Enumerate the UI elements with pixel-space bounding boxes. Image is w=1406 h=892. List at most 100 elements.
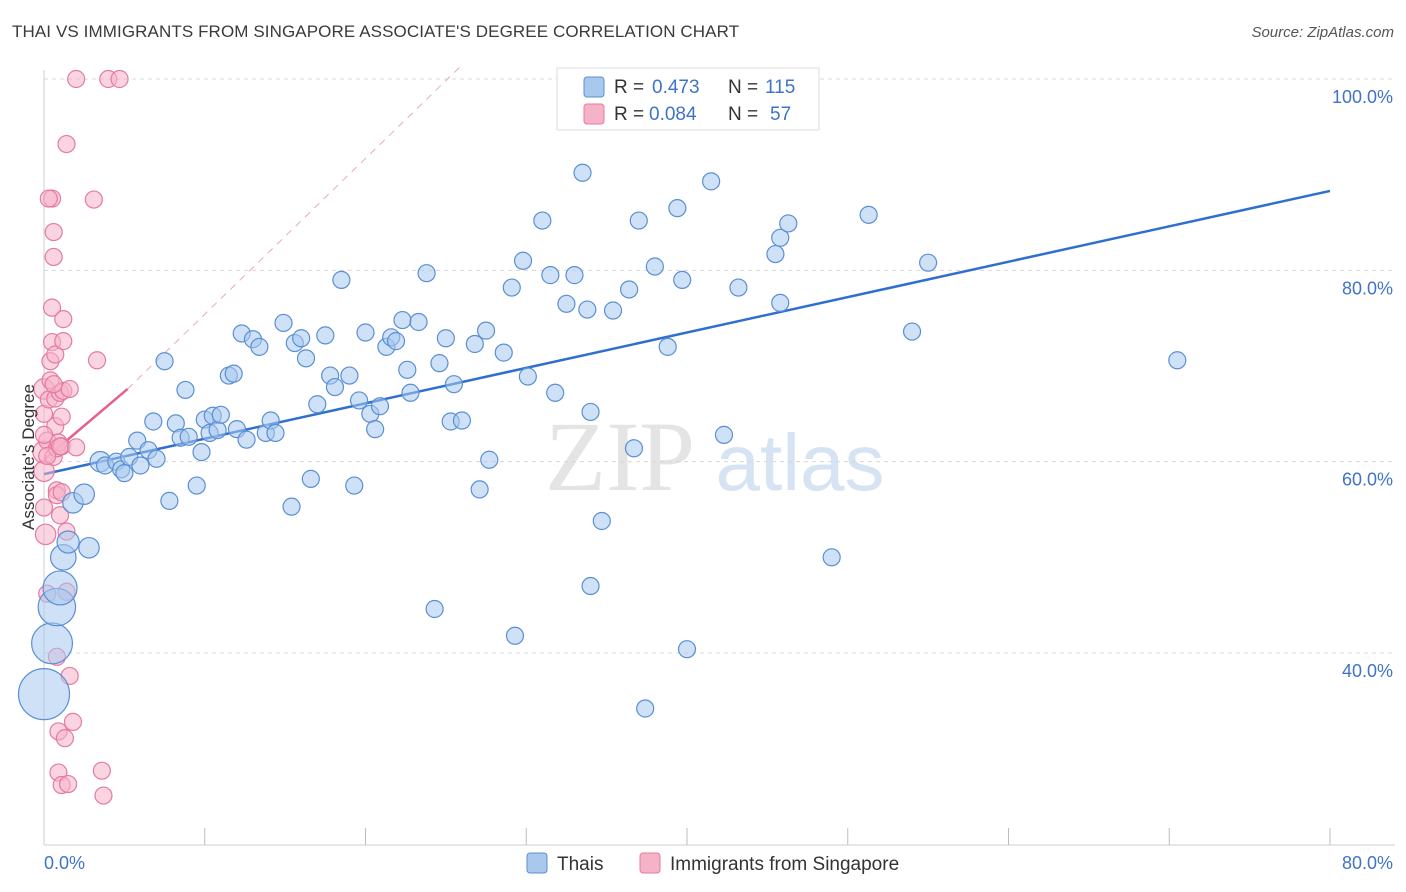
data-point-thais	[345, 476, 364, 495]
data-point-singapore	[39, 189, 58, 208]
data-point-thais	[620, 280, 639, 299]
data-point-thais	[573, 163, 592, 182]
y-axis-label: Associate's Degree	[19, 384, 38, 530]
data-point-thais	[131, 456, 150, 475]
data-point-thais	[56, 530, 80, 554]
data-point-thais	[349, 391, 369, 410]
legend-n-value-pink: 57	[770, 104, 791, 125]
y-tick-label: 60.0%	[1342, 470, 1393, 490]
data-point-thais	[417, 264, 436, 283]
data-point-singapore	[34, 425, 54, 444]
data-point-thais	[211, 405, 230, 424]
data-point-thais	[480, 450, 499, 469]
data-point-singapore	[50, 437, 70, 456]
trend-line-thais	[43, 189, 1331, 476]
data-point-thais	[147, 449, 166, 468]
data-point-thais	[658, 337, 677, 356]
data-point-thais	[629, 211, 648, 230]
watermark-zip: ZIP	[545, 401, 695, 512]
data-point-thais	[513, 251, 533, 270]
data-point-singapore	[67, 438, 86, 457]
data-point-thais	[340, 366, 359, 385]
data-point-singapore	[54, 310, 73, 329]
data-point-thais	[565, 266, 584, 285]
data-point-singapore	[110, 69, 129, 89]
data-point-thais	[465, 334, 484, 354]
legend-n-label-pink: N =	[728, 104, 758, 125]
data-point-thais	[766, 244, 785, 264]
data-point-thais	[541, 266, 560, 285]
data-point-thais	[603, 301, 623, 320]
data-point-thais	[250, 337, 269, 356]
data-point-thais	[398, 360, 417, 379]
legend-swatch-pink	[583, 103, 605, 125]
data-point-thais	[505, 626, 525, 645]
data-point-thais	[266, 423, 285, 443]
data-point-singapore	[34, 498, 54, 517]
data-point-thais	[73, 483, 95, 505]
data-point-singapore	[94, 786, 113, 805]
data-point-singapore	[67, 69, 86, 89]
legend-r-value-pink: 0.084	[649, 104, 697, 125]
data-point-thais	[17, 668, 71, 721]
data-point-thais	[581, 576, 600, 596]
data-point-singapore	[60, 379, 79, 399]
data-point-thais	[771, 228, 790, 247]
bottom-legend-label-thais: Thais	[557, 854, 603, 875]
data-point-thais	[144, 412, 163, 431]
data-point-thais	[779, 214, 798, 233]
source-label: Source: ZipAtlas.com	[1251, 24, 1394, 41]
data-point-thais	[677, 640, 697, 659]
data-point-singapore	[63, 712, 83, 731]
data-point-singapore	[59, 774, 78, 794]
data-point-thais	[78, 536, 100, 559]
watermark: ZIP atlas	[545, 401, 884, 512]
data-point-thais	[386, 332, 406, 351]
data-point-thais	[557, 294, 576, 313]
legend-n-value-blue: 115	[765, 77, 795, 98]
data-point-thais	[282, 497, 301, 516]
gridlines	[44, 78, 1395, 654]
data-point-thais	[366, 420, 385, 439]
data-point-thais	[325, 377, 345, 397]
data-point-thais	[822, 548, 841, 567]
data-point-singapore	[42, 298, 62, 317]
data-point-thais	[702, 172, 721, 191]
data-point-thais	[160, 491, 179, 510]
data-point-thais	[192, 443, 211, 462]
data-point-thais	[308, 395, 327, 414]
data-point-singapore	[57, 134, 76, 154]
data-point-thais	[494, 343, 513, 362]
legend-r-label-pink: R =	[614, 104, 644, 125]
bottom-legend-swatch-singapore	[639, 852, 661, 874]
data-point-thais	[208, 420, 227, 440]
data-point-singapore	[54, 332, 73, 351]
y-tick-labels: 40.0% 60.0% 80.0% 100.0%	[1332, 87, 1393, 681]
x-tick-label-max: 80.0%	[1342, 853, 1393, 873]
data-point-thais	[155, 352, 174, 371]
watermark-atlas: atlas	[716, 418, 885, 507]
data-point-thais	[533, 211, 552, 230]
data-point-thais	[476, 321, 496, 340]
data-point-thais	[316, 326, 335, 345]
data-point-singapore	[92, 761, 111, 780]
x-axis-ticks	[204, 828, 1331, 845]
data-point-singapore	[44, 247, 63, 267]
data-point-thais	[444, 375, 464, 394]
data-point-singapore	[44, 375, 63, 394]
data-point-thais	[356, 323, 375, 342]
data-point-singapore	[44, 222, 63, 242]
data-point-thais	[301, 469, 320, 488]
data-point-thais	[370, 397, 390, 416]
data-point-singapore	[87, 351, 107, 370]
data-point-singapore	[52, 407, 71, 426]
data-point-thais	[546, 383, 565, 402]
data-point-thais	[42, 570, 78, 606]
y-tick-label: 100.0%	[1332, 87, 1393, 107]
data-point-thais	[668, 199, 687, 218]
data-point-thais	[187, 476, 206, 495]
data-point-thais	[425, 599, 444, 619]
data-point-thais	[292, 329, 311, 348]
data-point-thais	[237, 430, 256, 449]
